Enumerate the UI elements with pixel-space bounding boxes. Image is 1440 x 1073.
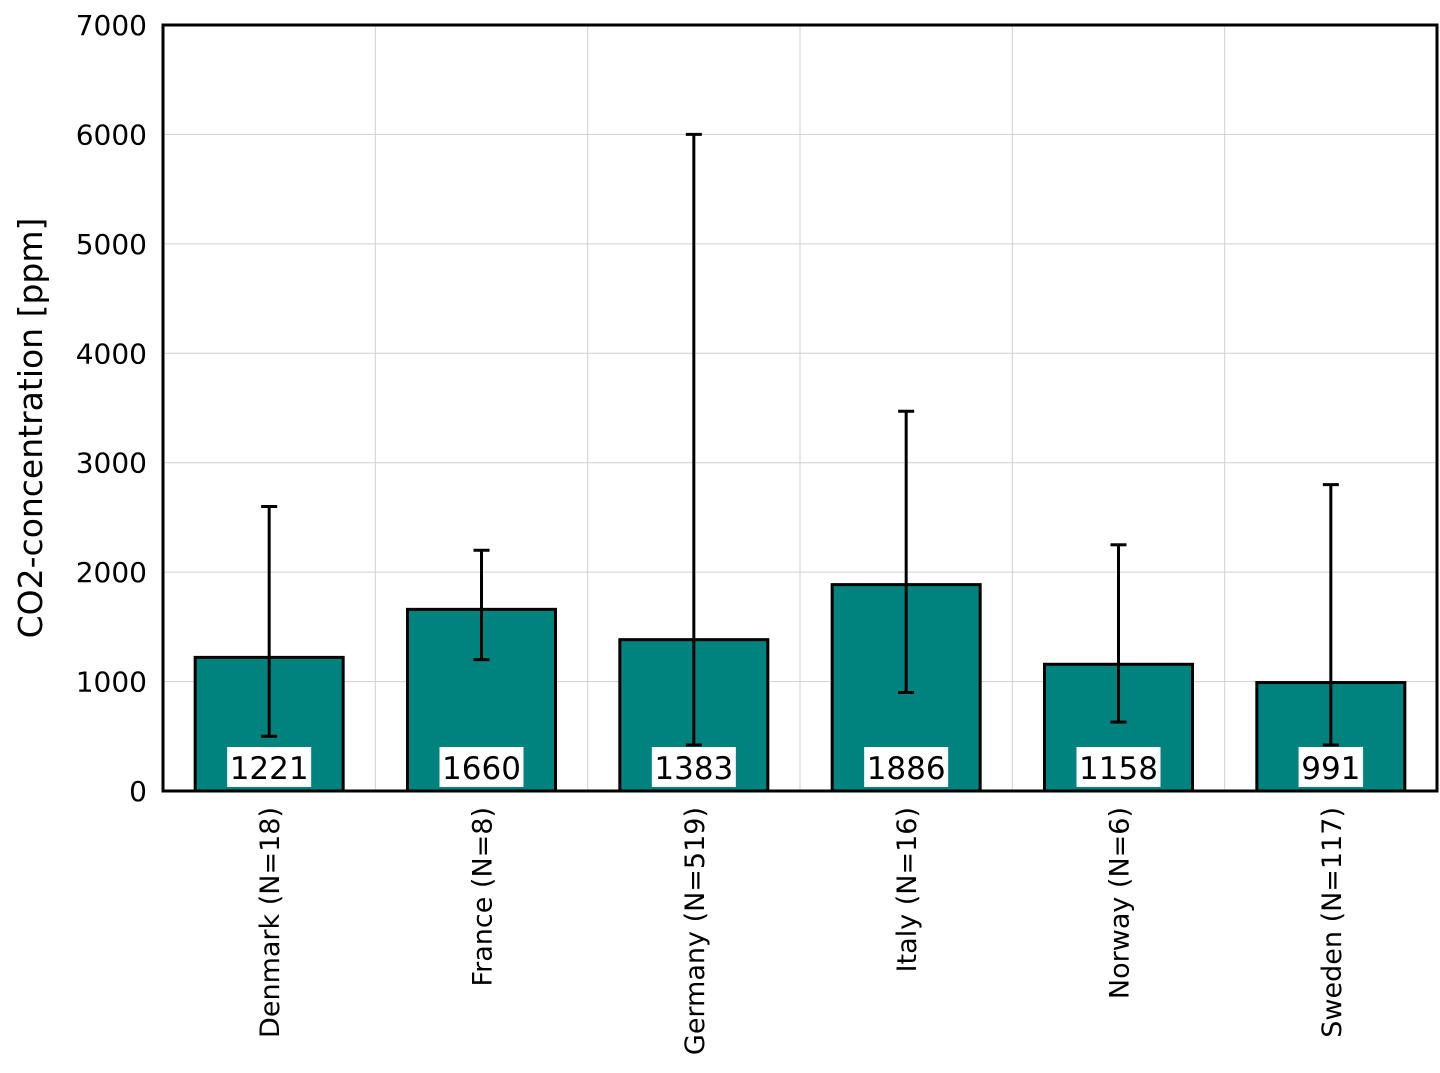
- y-tick-label: 1000: [76, 666, 147, 699]
- x-category-label: France (N=8): [468, 807, 499, 986]
- x-category-label: Germany (N=519): [680, 807, 711, 1055]
- y-tick-label: 0: [129, 775, 147, 808]
- error-bar: [473, 548, 490, 662]
- error-bar: [1110, 543, 1127, 724]
- x-category-label: Italy (N=16): [892, 807, 923, 972]
- value-label-group: 1886: [864, 747, 949, 787]
- value-label-box: [1076, 747, 1161, 787]
- value-label: 1158: [1079, 751, 1158, 787]
- value-label-group: 991: [1298, 747, 1364, 787]
- grid-lines: [163, 24, 1437, 792]
- y-tick-label: 3000: [76, 447, 147, 480]
- error-bar: [685, 132, 702, 747]
- value-label-box: [1298, 747, 1364, 787]
- value-label: 1886: [867, 751, 946, 787]
- value-label-group: 1221: [227, 747, 312, 787]
- x-category-label: Norway (N=6): [1105, 807, 1136, 999]
- value-labels-layer: 1221 1660 1383 1886 1158 991: [227, 747, 1364, 787]
- y-axis-title: CO2-concentration [ppm]: [11, 218, 50, 639]
- value-label-group: 1158: [1076, 747, 1161, 787]
- x-category-label: Denmark (N=18): [255, 807, 286, 1038]
- plot-frame: [161, 23, 1439, 793]
- value-label-box: [864, 747, 949, 787]
- value-label: 1221: [230, 751, 309, 787]
- y-tick-label: 6000: [76, 118, 147, 151]
- error-bar: [261, 504, 278, 738]
- error-bar: [1322, 483, 1339, 747]
- error-bar: [898, 409, 915, 695]
- y-tick-label: 7000: [76, 9, 147, 42]
- value-label: 991: [1301, 751, 1360, 787]
- y-tick-label: 5000: [76, 228, 147, 261]
- y-tick-label: 2000: [76, 556, 147, 589]
- y-tick-label: 4000: [76, 337, 147, 370]
- value-label: 1383: [654, 751, 733, 787]
- x-category-label: Sweden (N=117): [1317, 807, 1348, 1038]
- value-label-group: 1660: [439, 747, 524, 787]
- y-axis-ticks: 0 1000 2000 3000 4000 5000 6000 7000: [76, 9, 147, 808]
- value-label: 1660: [442, 751, 521, 787]
- value-label-group: 1383: [651, 747, 736, 787]
- error-bars-layer: [261, 132, 1339, 747]
- x-axis-labels: Denmark (N=18) France (N=8) Germany (N=519…: [255, 807, 1348, 1055]
- value-label-box: [227, 747, 312, 787]
- value-label-box: [651, 747, 736, 787]
- value-label-box: [439, 747, 524, 787]
